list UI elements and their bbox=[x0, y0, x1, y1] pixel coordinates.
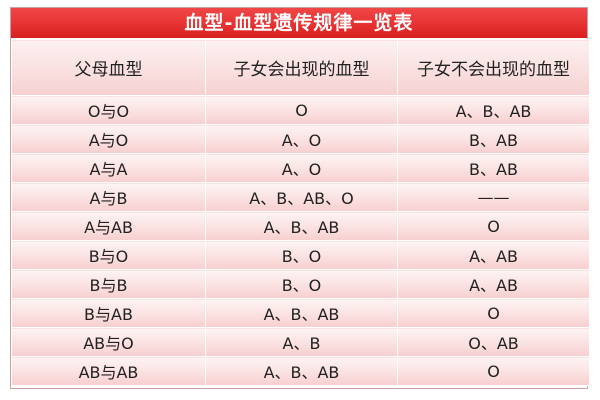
header-impossible-child-types: 子女不会出现的血型 bbox=[397, 39, 590, 96]
cell-parents: AB与O bbox=[11, 327, 206, 357]
header-possible-child-types: 子女会出现的血型 bbox=[205, 39, 398, 96]
cell-parents: AB与AB bbox=[11, 356, 206, 386]
table-title: 血型-血型遗传规律一览表 bbox=[11, 8, 587, 39]
cell-possible: B、O bbox=[205, 269, 398, 299]
cell-possible: A、B、AB bbox=[205, 298, 398, 328]
cell-parents: A与A bbox=[11, 153, 206, 183]
blood-type-table-card: 血型-血型遗传规律一览表 父母血型 子女会出现的血型 子女不会出现的血型 O与O… bbox=[10, 7, 590, 389]
cell-parents: B与B bbox=[11, 269, 206, 299]
cell-possible: O bbox=[205, 95, 398, 125]
header-parents-blood-type: 父母血型 bbox=[11, 39, 206, 96]
cell-possible: A、B、AB、O bbox=[205, 182, 398, 212]
table-row: B与AB A、B、AB O bbox=[11, 298, 590, 328]
cell-parents: A与B bbox=[11, 182, 206, 212]
cell-impossible: O bbox=[397, 356, 590, 386]
cell-parents: B与O bbox=[11, 240, 206, 270]
table-row: A与B A、B、AB、O —— bbox=[11, 182, 590, 212]
cell-possible: B、O bbox=[205, 240, 398, 270]
cell-parents: B与AB bbox=[11, 298, 206, 328]
cell-parents: O与O bbox=[11, 95, 206, 125]
cell-impossible: A、AB bbox=[397, 240, 590, 270]
cell-impossible: O bbox=[397, 211, 590, 241]
cell-impossible: B、AB bbox=[397, 124, 590, 154]
cell-impossible: A、B、AB bbox=[397, 95, 590, 125]
cell-impossible: A、AB bbox=[397, 269, 590, 299]
cell-impossible: B、AB bbox=[397, 153, 590, 183]
cell-parents: A与O bbox=[11, 124, 206, 154]
cell-possible: A、B、AB bbox=[205, 356, 398, 386]
table-row: O与O O A、B、AB bbox=[11, 95, 590, 125]
cell-possible: A、O bbox=[205, 153, 398, 183]
header-row: 父母血型 子女会出现的血型 子女不会出现的血型 bbox=[11, 39, 590, 96]
cell-impossible: O bbox=[397, 298, 590, 328]
table-row: AB与O A、B O、AB bbox=[11, 327, 590, 357]
table-row: B与O B、O A、AB bbox=[11, 240, 590, 270]
cell-possible: A、B bbox=[205, 327, 398, 357]
table-row: A与AB A、B、AB O bbox=[11, 211, 590, 241]
cell-impossible: O、AB bbox=[397, 327, 590, 357]
table-row: B与B B、O A、AB bbox=[11, 269, 590, 299]
cell-possible: A、B、AB bbox=[205, 211, 398, 241]
blood-type-table: 父母血型 子女会出现的血型 子女不会出现的血型 O与O O A、B、AB A与O… bbox=[11, 39, 590, 386]
cell-possible: A、O bbox=[205, 124, 398, 154]
table-row: A与A A、O B、AB bbox=[11, 153, 590, 183]
cell-parents: A与AB bbox=[11, 211, 206, 241]
table-row: A与O A、O B、AB bbox=[11, 124, 590, 154]
cell-impossible: —— bbox=[397, 182, 590, 212]
table-row: AB与AB A、B、AB O bbox=[11, 356, 590, 386]
